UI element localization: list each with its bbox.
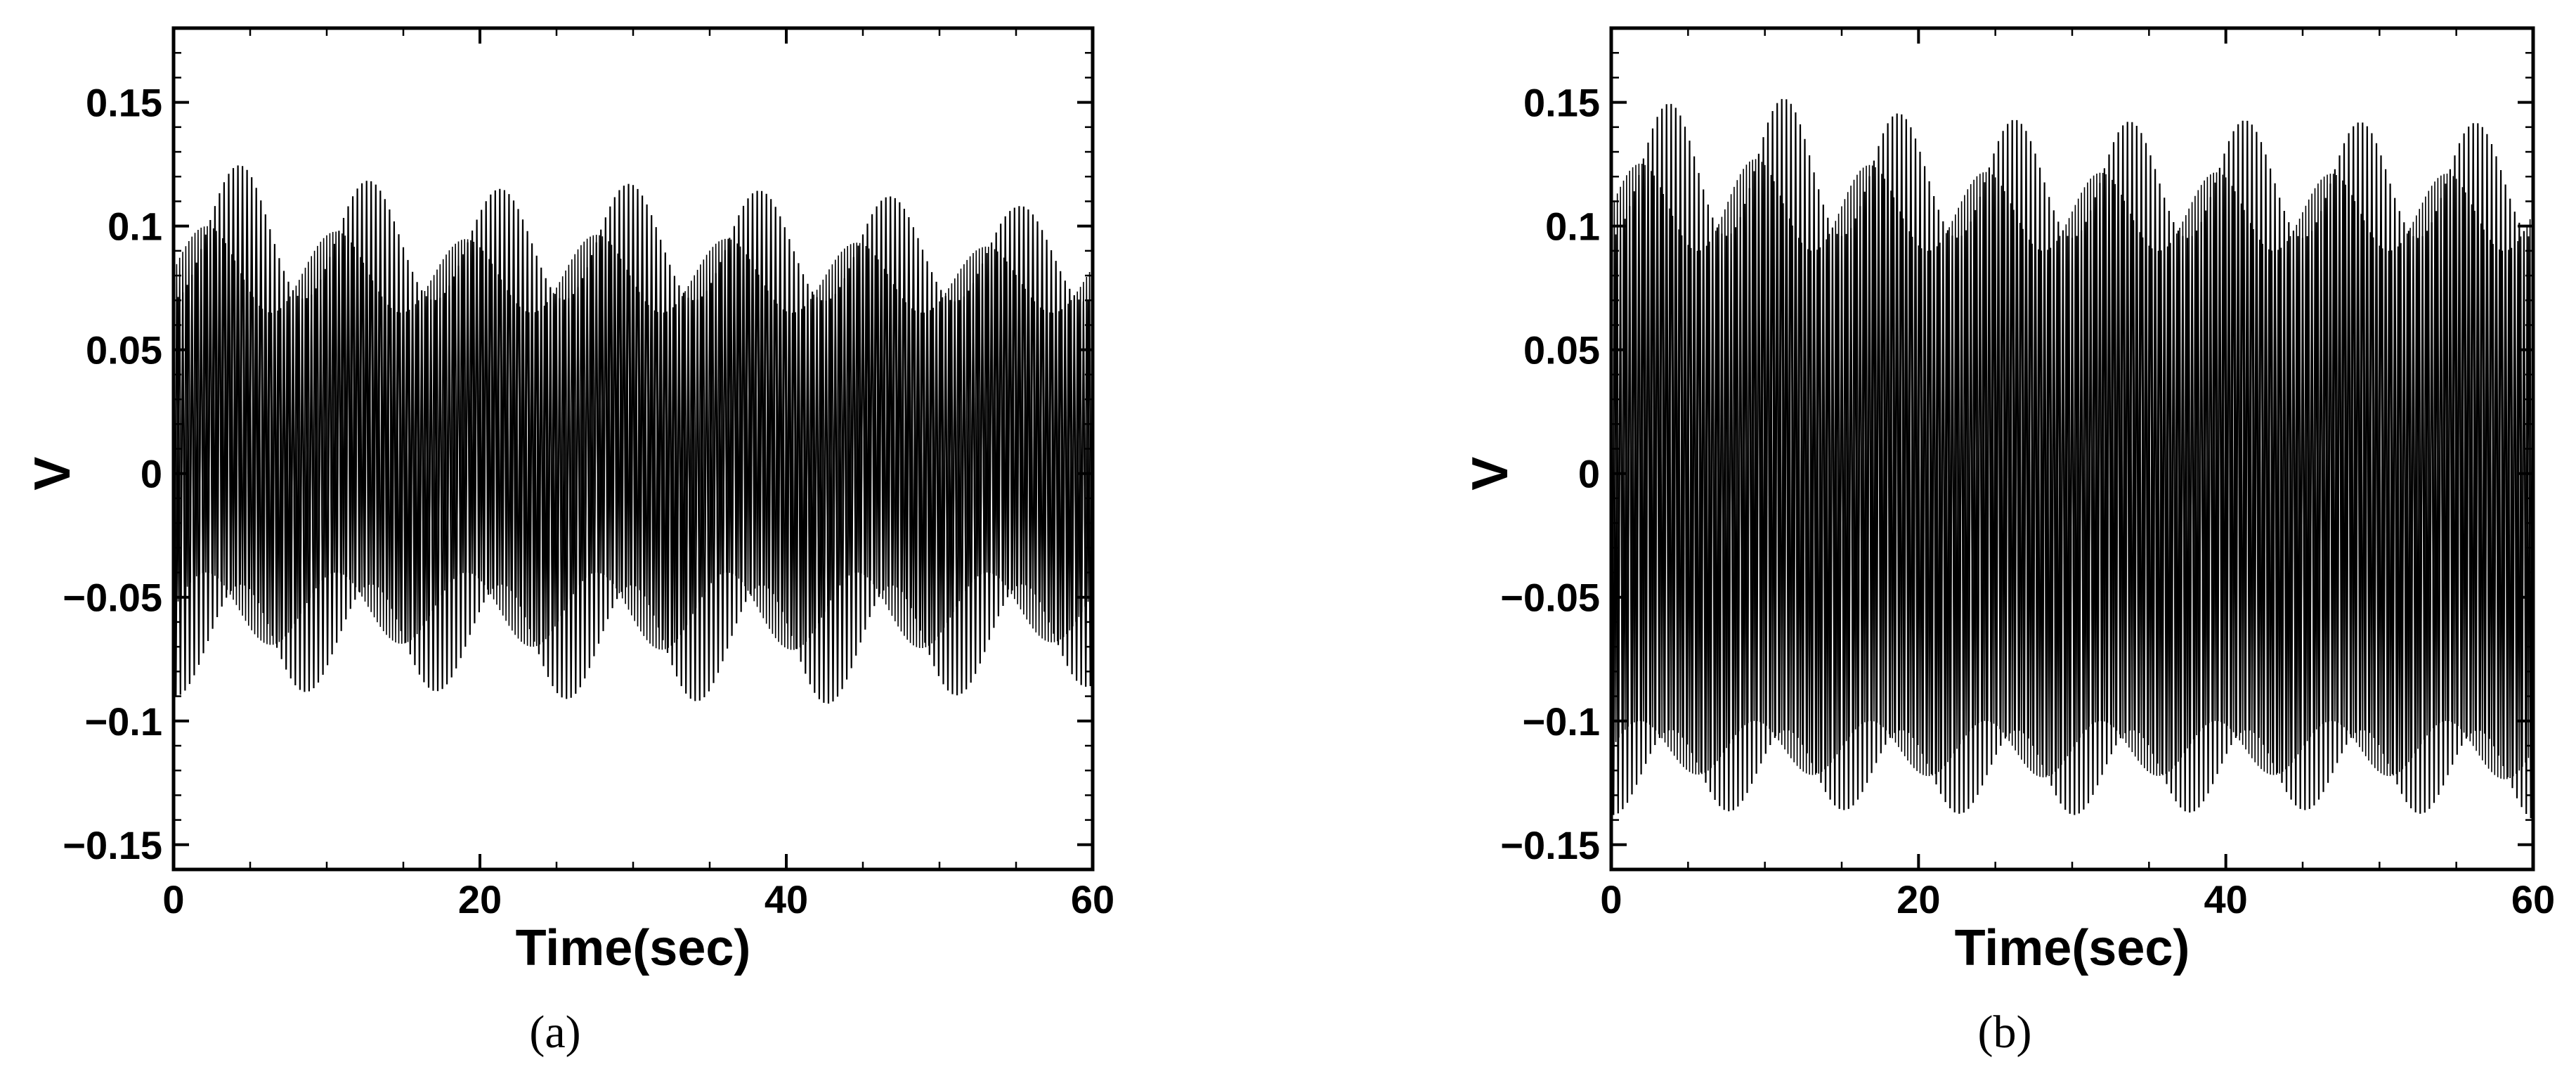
signal-line-a xyxy=(172,165,1094,704)
signal-core-a xyxy=(173,226,1093,650)
x-axis-ticks-b: 0 20 40 60 xyxy=(1600,28,2555,921)
x-axis-label-a: Time(sec) xyxy=(516,920,751,976)
x-tick-label: 0 xyxy=(1600,877,1622,921)
y-tick-label: −0.1 xyxy=(1522,699,1600,744)
y-tick-label: 0.15 xyxy=(86,81,162,125)
y-tick-label: −0.1 xyxy=(84,699,162,744)
x-tick-label: 60 xyxy=(1071,877,1114,921)
y-tick-label: 0 xyxy=(1578,452,1600,496)
plot-frame-a xyxy=(171,26,1095,872)
y-axis-label-a: V xyxy=(25,457,81,491)
y-tick-label: 0.05 xyxy=(1523,328,1600,373)
y-tick-label: 0.1 xyxy=(108,205,162,249)
signal-trace-a xyxy=(172,165,1094,704)
y-tick-label: 0.1 xyxy=(1545,205,1600,249)
y-axis-ticks-b: −0.15 −0.1 −0.05 0 0.05 0.1 0.15 xyxy=(1500,27,2533,871)
x-tick-label: 20 xyxy=(1897,877,1940,921)
y-tick-label: 0.05 xyxy=(86,328,162,373)
x-tick-label: 40 xyxy=(2204,877,2248,921)
x-axis-ticks-a: 0 20 40 60 xyxy=(162,28,1114,921)
y-tick-label: −0.05 xyxy=(1500,576,1600,620)
y-axis-label-b: V xyxy=(1462,457,1518,491)
signal-core-b xyxy=(1611,159,2534,779)
caption-b: (b) xyxy=(1978,1007,2032,1058)
x-tick-label: 20 xyxy=(458,877,502,921)
x-axis-label-b: Time(sec) xyxy=(1955,920,2190,976)
y-tick-label: −0.05 xyxy=(63,576,162,620)
x-tick-label: 40 xyxy=(765,877,808,921)
plot-frame-b xyxy=(1609,26,2535,872)
x-tick-label: 60 xyxy=(2511,877,2555,921)
caption-a: (a) xyxy=(529,1007,580,1058)
x-tick-label: 0 xyxy=(162,877,184,921)
chart-panel-a: −0.15 −0.1 −0.05 0 0.05 0.1 0.15 0 20 40 60 V Tim… xyxy=(25,26,1114,1058)
y-axis-ticks-a: −0.15 −0.1 −0.05 0 0.05 0.1 0.15 xyxy=(63,27,1093,871)
y-tick-label: 0 xyxy=(141,452,162,496)
y-tick-label: −0.15 xyxy=(1500,823,1600,867)
y-tick-label: −0.15 xyxy=(63,823,162,867)
y-tick-label: 0.15 xyxy=(1523,81,1600,125)
signal-trace-b xyxy=(1610,98,2535,820)
chart-panel-b: −0.15 −0.1 −0.05 0 0.05 0.1 0.15 0 20 40 60 V Tim… xyxy=(1462,26,2555,1058)
